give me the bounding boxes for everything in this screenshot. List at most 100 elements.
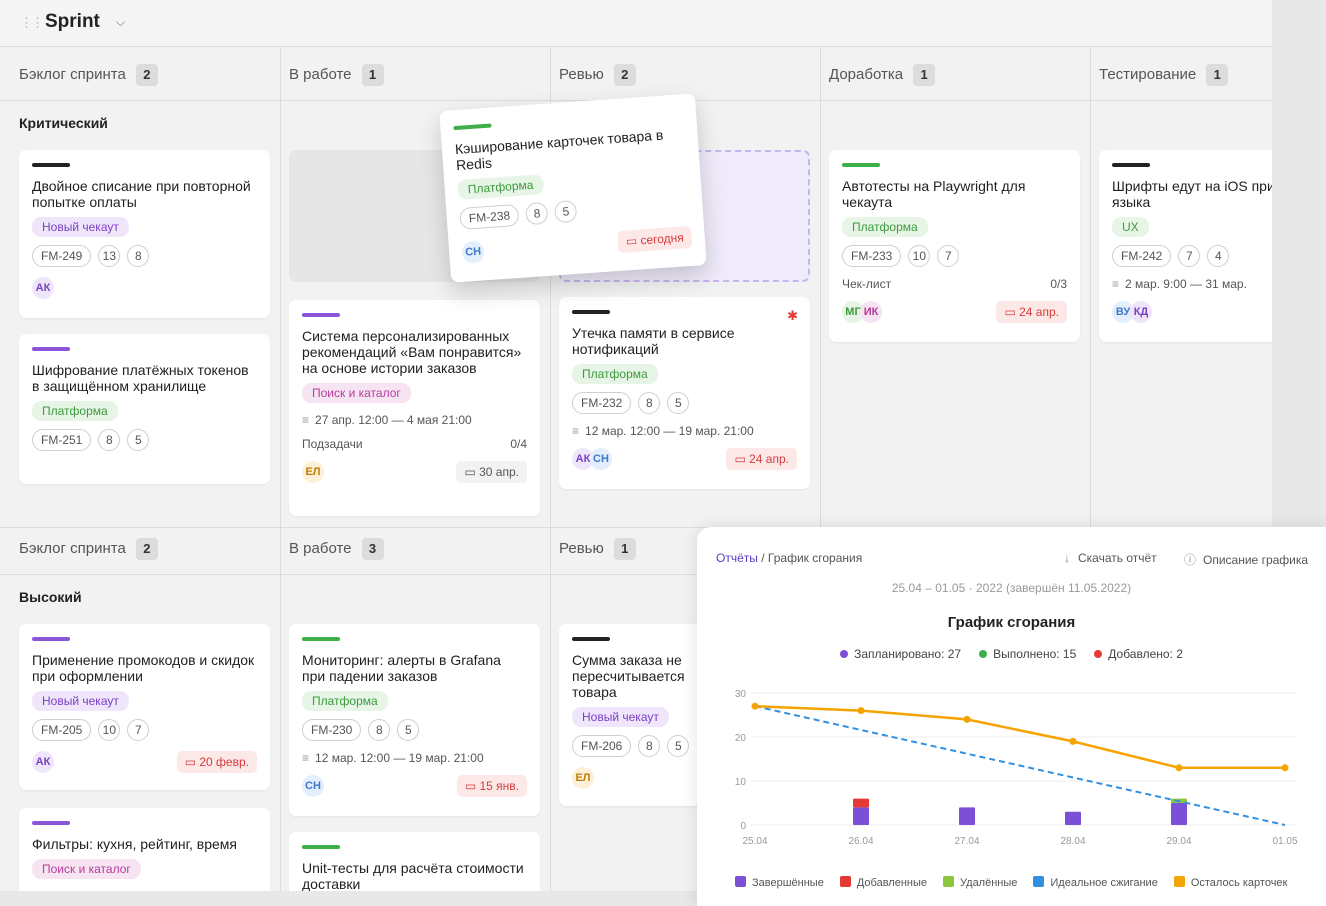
avatar[interactable]: ЕЛ bbox=[572, 767, 594, 789]
task-card[interactable]: Фильтры: кухня, рейтинг, время Поиск и к… bbox=[19, 808, 270, 891]
due-date[interactable]: ▭ 20 февр. bbox=[176, 751, 257, 773]
task-card[interactable]: ✱ Утечка памяти в сервисе нотификаций Пл… bbox=[559, 297, 810, 489]
download-report-button[interactable]: ↓ Скачать отчёт bbox=[1064, 551, 1157, 565]
card-tag[interactable]: Новый чекаут bbox=[572, 707, 669, 727]
swimlane-high[interactable]: Высокий bbox=[19, 589, 82, 605]
avatar[interactable]: АК bbox=[572, 448, 594, 470]
task-card[interactable]: Шрифты едут на iOS при смене языка UX FM… bbox=[1099, 150, 1272, 342]
due-date[interactable]: ▭ 30 апр. bbox=[456, 461, 527, 483]
legend-item[interactable]: Добавленные bbox=[839, 876, 927, 889]
card-tag[interactable]: Платформа bbox=[302, 691, 388, 711]
drag-handle-icon[interactable]: ⋮⋮ bbox=[20, 15, 44, 30]
column-count: 2 bbox=[613, 63, 636, 86]
summary-item: Запланировано: 27 bbox=[840, 647, 961, 661]
column-header-testing[interactable]: Тестирование 1 bbox=[1080, 49, 1272, 101]
avatar[interactable]: ИК bbox=[860, 301, 882, 323]
legend-item[interactable]: Осталось карточек bbox=[1173, 876, 1287, 889]
task-card[interactable]: Двойное списание при повторной попытке о… bbox=[19, 150, 270, 318]
avatar[interactable]: СН bbox=[590, 448, 612, 470]
legend-item[interactable]: Идеальное сжигание bbox=[1033, 876, 1158, 889]
card-title: Фильтры: кухня, рейтинг, время bbox=[32, 836, 237, 852]
card-dates: 12 мар. 12:00 — 19 мар. 21:00 bbox=[315, 751, 484, 765]
avatar[interactable]: СН bbox=[302, 775, 324, 797]
task-card[interactable]: Unit-тесты для расчёта стоимости доставк… bbox=[289, 832, 540, 891]
chevron-down-icon[interactable]: ⌵ bbox=[116, 15, 126, 29]
points-chip: 5 bbox=[667, 735, 690, 757]
info-icon: ⓘ bbox=[1184, 553, 1197, 567]
avatar[interactable]: ЕЛ bbox=[302, 461, 324, 483]
column-count: 1 bbox=[361, 63, 384, 86]
avatar[interactable]: ВУ bbox=[1112, 301, 1134, 323]
remaining-point bbox=[1069, 737, 1077, 745]
summary-label: Выполнено: 15 bbox=[993, 647, 1077, 661]
column-header-in-progress[interactable]: В работе 1 bbox=[270, 49, 550, 101]
card-tag[interactable]: Поиск и каталог bbox=[32, 859, 141, 879]
dates-icon: ≡ bbox=[1112, 277, 1120, 291]
column-header-backlog[interactable]: Бэклог спринта 2 bbox=[0, 523, 280, 575]
card-tag[interactable]: Платформа bbox=[457, 174, 545, 201]
legend-item[interactable]: Удалённые bbox=[943, 876, 1017, 889]
card-tag[interactable]: Новый чекаут bbox=[32, 217, 129, 237]
task-card[interactable]: Применение промокодов и скидок при оформ… bbox=[19, 624, 270, 790]
bar-Завершённые bbox=[959, 807, 975, 825]
avatar[interactable]: СН bbox=[461, 240, 485, 264]
calendar-icon: ▭ bbox=[625, 233, 641, 249]
card-dates: 2 мар. 9:00 — 31 мар. bbox=[1125, 277, 1247, 291]
estimate-chip: 8 bbox=[368, 719, 391, 741]
estimate-chip: 8 bbox=[98, 429, 121, 451]
card-tag[interactable]: Платформа bbox=[572, 364, 658, 384]
column-header-rework[interactable]: Доработка 1 bbox=[810, 49, 1090, 101]
swimlane-critical[interactable]: Критический bbox=[19, 115, 108, 131]
column-header-review[interactable]: Ревью 2 bbox=[540, 49, 820, 101]
summary-item: Выполнено: 15 bbox=[979, 647, 1076, 661]
legend-item[interactable]: Завершённые bbox=[735, 876, 824, 889]
card-tag[interactable]: Платформа bbox=[32, 401, 118, 421]
points-chip: 5 bbox=[554, 199, 578, 224]
remaining-cards-line bbox=[754, 704, 1285, 770]
card-id: FM-230 bbox=[302, 719, 362, 741]
card-tag[interactable]: Поиск и каталог bbox=[302, 383, 411, 403]
points-chip: 4 bbox=[1207, 245, 1230, 267]
column-count: 1 bbox=[913, 63, 936, 86]
avatar[interactable]: АК bbox=[32, 751, 54, 773]
due-date[interactable]: ▭ сегодня bbox=[617, 225, 693, 253]
task-card[interactable]: Автотесты на Playwright для чекаута Плат… bbox=[829, 150, 1080, 342]
task-card[interactable]: Шифрование платёжных токенов в защищённо… bbox=[19, 334, 270, 484]
column-header-review[interactable]: Ревью 1 bbox=[540, 523, 820, 575]
remaining-point bbox=[857, 707, 865, 715]
column-header-in-progress[interactable]: В работе 3 bbox=[270, 523, 550, 575]
column-header-backlog[interactable]: Бэклог спринта 2 bbox=[0, 49, 280, 101]
column-label: Ревью bbox=[559, 66, 604, 83]
task-card[interactable]: Мониторинг: алерты в Grafana при падении… bbox=[289, 624, 540, 816]
card-tag[interactable]: Платформа bbox=[842, 217, 928, 237]
x-tick-label: 26.04 bbox=[848, 836, 873, 847]
due-date[interactable]: ▭ 24 апр. bbox=[996, 301, 1067, 323]
column-count: 1 bbox=[613, 537, 636, 560]
priority-bar bbox=[32, 637, 70, 641]
estimate-chip: 10 bbox=[908, 245, 931, 267]
card-title: Шрифты едут на iOS при смене языка bbox=[1112, 178, 1272, 210]
avatar[interactable]: МГ bbox=[842, 301, 864, 323]
breadcrumb-reports-link[interactable]: Отчёты bbox=[716, 551, 758, 565]
priority-bar bbox=[32, 347, 70, 351]
describe-chart-button[interactable]: ⓘ Описание графика bbox=[1184, 551, 1308, 568]
dragged-card[interactable]: Кэширование карточек товара в Redis Плат… bbox=[439, 93, 707, 283]
avatar[interactable]: КД bbox=[1130, 301, 1152, 323]
card-tag[interactable]: UX bbox=[1112, 217, 1149, 237]
priority-bar bbox=[1112, 163, 1150, 167]
breadcrumb-current: / График сгорания bbox=[761, 551, 863, 565]
card-dates: 27 апр. 12:00 — 4 мая 21:00 bbox=[315, 413, 472, 427]
report-range: 25.04 – 01.05 · 2022 (завершён 11.05.202… bbox=[891, 581, 1132, 595]
estimate-chip: 10 bbox=[98, 719, 121, 741]
estimate-chip: 8 bbox=[525, 201, 549, 226]
task-card[interactable]: Система персонализированных рекомендаций… bbox=[289, 300, 540, 516]
calendar-icon: ▭ bbox=[1004, 305, 1020, 319]
ideal-burn-line bbox=[754, 705, 1286, 826]
card-tag[interactable]: Новый чекаут bbox=[32, 691, 129, 711]
due-date[interactable]: ▭ 15 янв. bbox=[456, 775, 527, 797]
card-id: FM-238 bbox=[459, 203, 520, 230]
due-date[interactable]: ▭ 24 апр. bbox=[726, 448, 797, 470]
avatar[interactable]: АК bbox=[32, 277, 54, 299]
card-id: FM-242 bbox=[1112, 245, 1172, 267]
column-count: 3 bbox=[361, 537, 384, 560]
